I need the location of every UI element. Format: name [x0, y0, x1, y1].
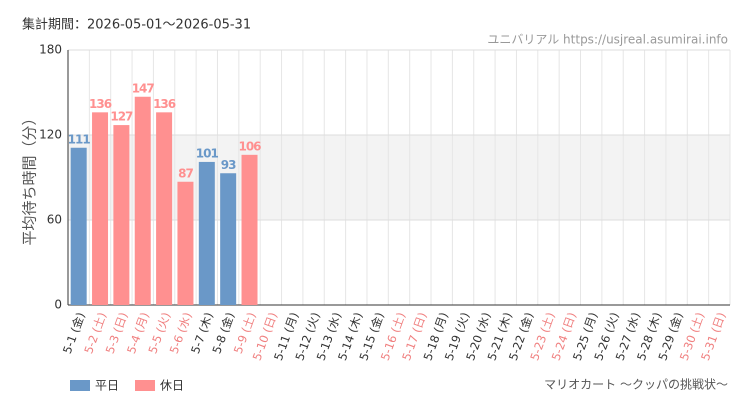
- bar: [220, 173, 237, 305]
- value-label: 93: [221, 158, 236, 172]
- value-label: 101: [196, 146, 219, 160]
- y-tick-label: 60: [47, 213, 62, 227]
- bar: [92, 112, 109, 305]
- y-tick-label: 120: [39, 128, 62, 142]
- value-label: 147: [132, 81, 155, 95]
- footer: マリオカート ～クッパの挑戦状～: [544, 378, 728, 392]
- subtitle: ユニバリアル https://usjreal.asumirai.info: [487, 33, 728, 47]
- bar: [113, 125, 130, 305]
- value-label: 136: [153, 97, 176, 111]
- value-label: 136: [89, 97, 112, 111]
- value-label: 127: [110, 110, 133, 124]
- legend-label: 平日: [95, 379, 119, 393]
- chart-title: 集計期間：2026-05-01～2026-05-31: [22, 17, 251, 33]
- y-tick-label: 180: [39, 43, 62, 57]
- value-label: 106: [238, 139, 261, 153]
- y-axis-label: 平均待ち時間（分）: [21, 110, 39, 245]
- legend-label: 休日: [160, 379, 184, 393]
- legend-swatch: [135, 380, 155, 391]
- bar: [241, 154, 258, 305]
- y-tick-label: 0: [54, 298, 62, 312]
- bar: [198, 161, 215, 305]
- bar: [177, 181, 194, 305]
- bar: [156, 112, 173, 305]
- value-label: 111: [68, 132, 91, 146]
- legend-swatch: [70, 380, 90, 391]
- bar: [134, 96, 151, 305]
- value-label: 87: [178, 166, 193, 180]
- bar: [70, 147, 87, 305]
